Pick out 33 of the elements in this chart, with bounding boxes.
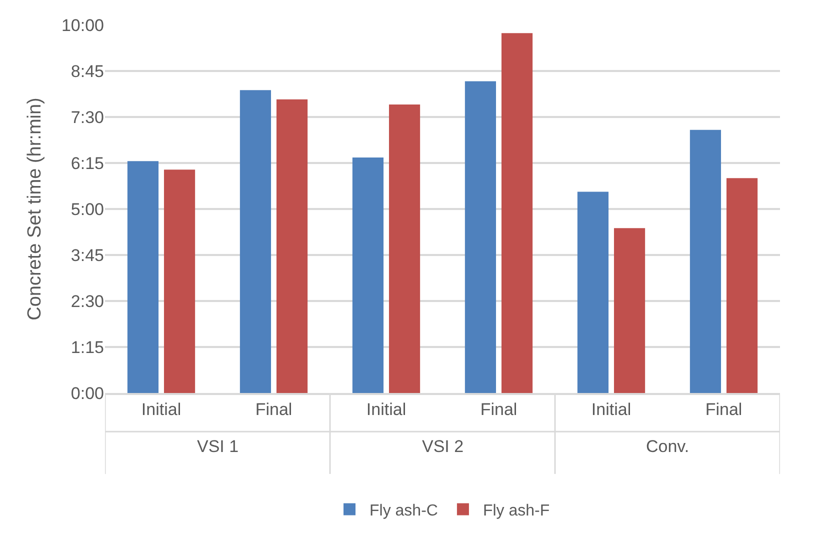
y-tick-label: 1:15 <box>70 338 104 357</box>
x-tick-label: Final <box>480 400 518 420</box>
bar <box>240 90 272 393</box>
bar <box>726 178 758 393</box>
bar <box>464 81 496 393</box>
bar <box>127 161 159 393</box>
bar <box>164 170 196 393</box>
y-tick-label: 8:45 <box>70 62 104 81</box>
text: VSI 2 <box>422 437 464 456</box>
bar <box>577 192 609 393</box>
x-tick-label: Initial <box>366 400 406 420</box>
y-tick-label: 2:30 <box>70 292 104 311</box>
legend-label: Fly ash-F <box>482 502 550 520</box>
y-tick-label: 7:30 <box>70 108 104 127</box>
bar <box>352 157 384 393</box>
bar <box>501 33 533 393</box>
y-tick-label: 3:45 <box>70 246 104 265</box>
x-tick-label: Initial <box>141 400 182 420</box>
y-axis-title: Concrete Set time (hr:min) <box>24 98 46 320</box>
text: VSI 1 <box>197 437 239 456</box>
y-tick-label: 0:00 <box>70 384 104 403</box>
y-tick-label: 10:00 <box>61 16 104 35</box>
bar <box>690 130 722 393</box>
bar <box>388 104 420 393</box>
y-tick-label: 6:15 <box>70 154 104 173</box>
x-tick-label: Final <box>705 400 742 420</box>
text: Conv. <box>646 437 690 456</box>
x-tick-label: Initial <box>591 400 632 420</box>
bar <box>614 228 646 393</box>
y-tick-label: 5:00 <box>70 200 104 219</box>
legend-label: Fly ash-C <box>370 502 438 520</box>
bar <box>276 99 308 393</box>
x-tick-label: Final <box>255 400 292 420</box>
